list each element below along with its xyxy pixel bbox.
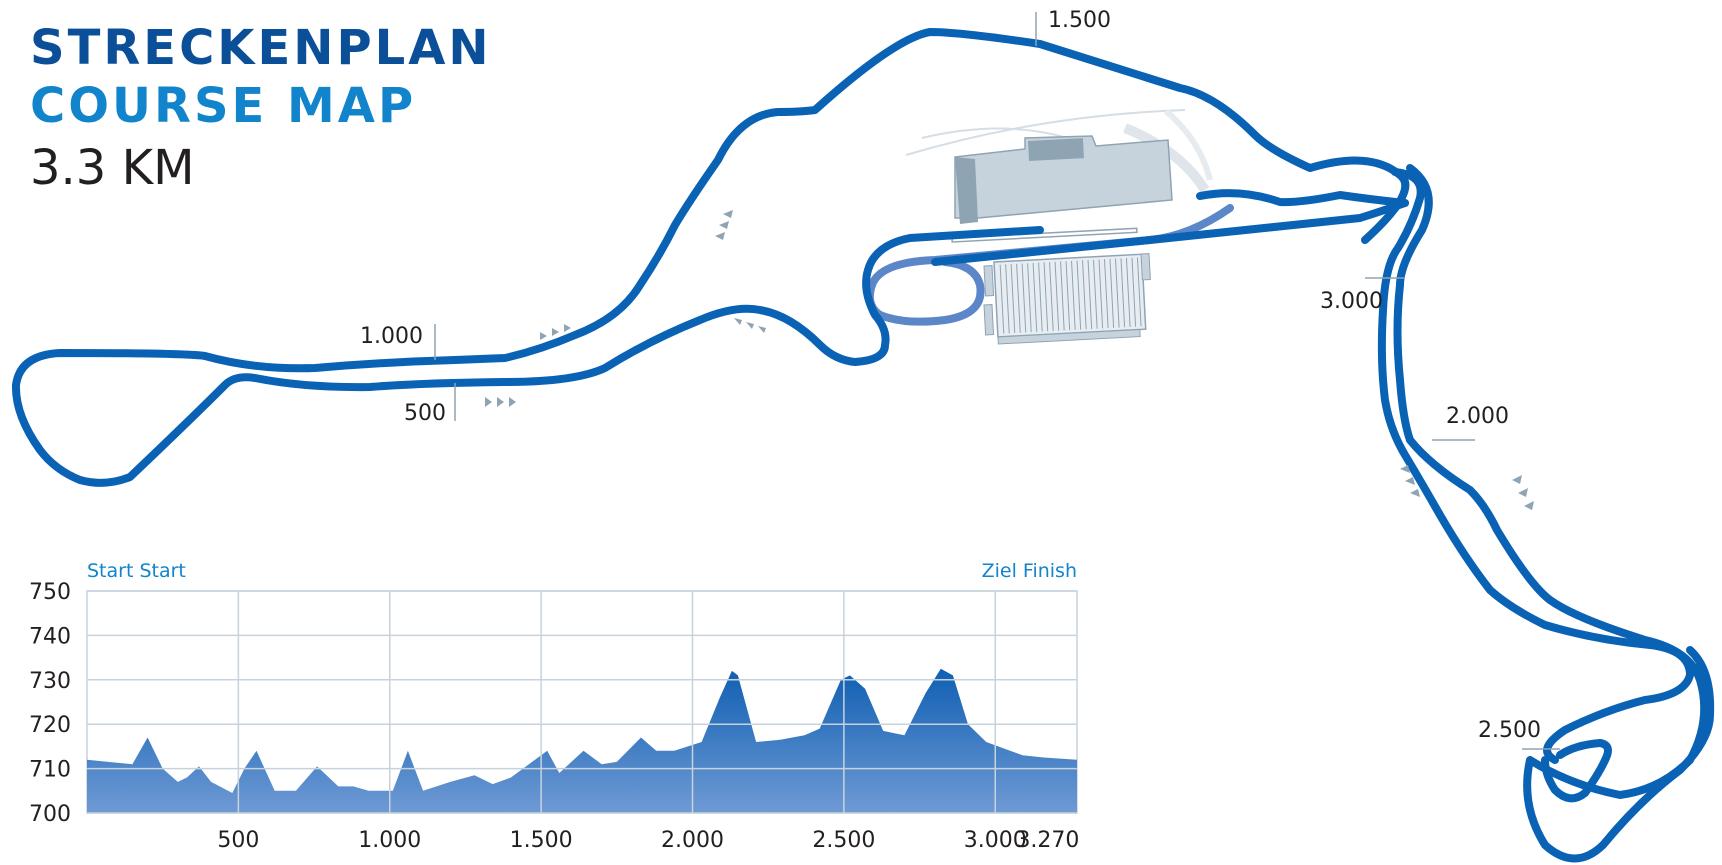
pit-building-stripe	[1114, 258, 1120, 328]
title-course-map: COURSE MAP	[30, 78, 417, 134]
elevation-chart: Start Start Ziel Finish 7507407307207107…	[29, 560, 1079, 853]
race-track	[11, 28, 1715, 863]
pit-building-stripe	[1093, 259, 1098, 329]
chart-start-label: Start Start	[87, 560, 186, 582]
y-tick-label: 710	[29, 758, 71, 783]
pit-building-stripe	[1060, 261, 1065, 331]
pit-building-stripe	[1087, 260, 1093, 330]
x-tick-label: 1.500	[510, 828, 573, 853]
pit-building-stripe	[1131, 257, 1137, 327]
y-tick-label: 730	[29, 669, 71, 694]
y-tick-label: 720	[29, 713, 71, 738]
pit-building-stripe	[1038, 262, 1043, 332]
arrow-group-4	[734, 318, 766, 333]
elevation-area	[87, 668, 1077, 813]
title-streckenplan: STRECKENPLAN	[30, 20, 492, 76]
km-marker-2500: 2.500	[1478, 718, 1541, 743]
pit-building-stripe	[1010, 264, 1016, 334]
pit-building-stripe	[999, 264, 1005, 334]
x-tick-label: 1.000	[358, 828, 421, 853]
pit-building-stripe	[1120, 258, 1126, 328]
x-tick-label: 3.000	[964, 828, 1027, 853]
pit-building-stripe	[1082, 260, 1087, 330]
pit-building-stripe	[1032, 262, 1038, 332]
arrow-group-5	[1400, 465, 1420, 497]
pit-building-stripe	[1016, 263, 1021, 333]
arrow-group-6	[1512, 475, 1534, 510]
pit-building-stripe	[1049, 262, 1054, 332]
km-marker-500: 500	[404, 401, 446, 426]
pit-building-stripe	[1104, 259, 1109, 329]
arrow-group-3	[715, 210, 733, 240]
pit-building-stripe	[1005, 264, 1010, 334]
pit-building-stripe	[1065, 261, 1071, 331]
pit-building-stripe	[1054, 261, 1060, 331]
km-marker-3000: 3.000	[1320, 289, 1383, 314]
km-markers: 500 1.000 1.500 2.000 2.500 3.000	[360, 8, 1560, 750]
x-tick-label: 500	[217, 828, 259, 853]
arrow-group-2	[485, 397, 516, 407]
pit-building	[951, 227, 1151, 345]
pit-building-stripe	[1136, 257, 1142, 327]
title-distance: 3.3 KM	[30, 140, 195, 196]
direction-arrows	[485, 210, 1534, 510]
y-axis-ticks: 750 740 730 720 710 700	[29, 580, 71, 827]
y-tick-label: 740	[29, 624, 71, 649]
km-marker-1500: 1.500	[1048, 8, 1111, 33]
chart-finish-label: Ziel Finish	[982, 560, 1077, 582]
x-tick-label: 2.000	[661, 828, 724, 853]
arrow-group-1	[540, 324, 571, 340]
pit-building-stripe	[1027, 263, 1032, 333]
pit-building-stripe	[1125, 258, 1131, 327]
pit-building-stripe	[1043, 262, 1049, 332]
km-marker-2000: 2.000	[1446, 404, 1509, 429]
y-tick-label: 750	[29, 580, 71, 605]
pit-building-stripe	[1098, 259, 1104, 329]
x-tick-label: 2.500	[812, 828, 875, 853]
pit-building-stripe	[1071, 260, 1076, 330]
grandstand-building	[954, 135, 1173, 224]
km-marker-1000: 1.000	[360, 324, 423, 349]
chart-gridlines	[87, 590, 1077, 814]
pit-building-stripe	[1076, 260, 1082, 330]
pit-building-stripe	[1109, 258, 1115, 328]
x-tick-label: 3.270	[1016, 828, 1079, 853]
y-tick-label: 700	[29, 802, 71, 827]
pit-building-stripe	[1021, 263, 1027, 333]
